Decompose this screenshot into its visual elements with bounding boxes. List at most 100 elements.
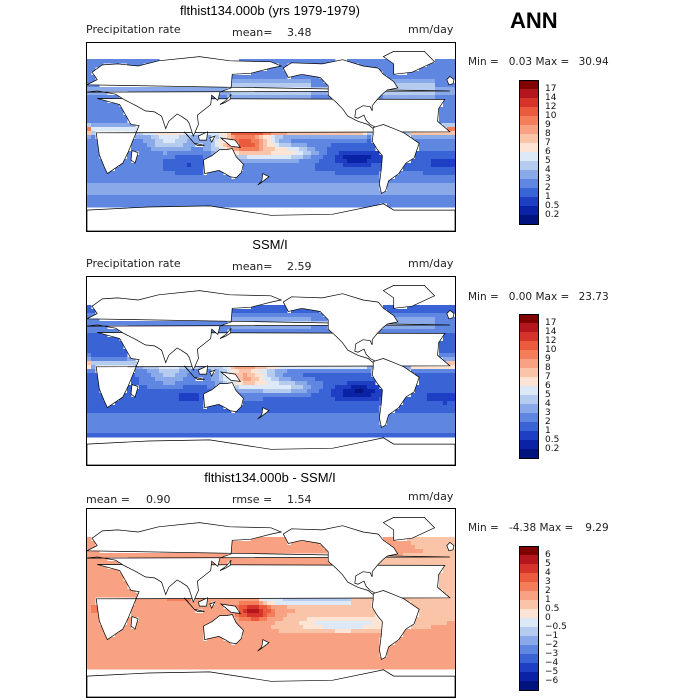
field-cell xyxy=(87,385,92,390)
field-cell xyxy=(99,629,104,634)
field-cell xyxy=(287,171,292,176)
field-cell xyxy=(423,553,428,558)
field-cell xyxy=(175,179,180,184)
field-cell xyxy=(303,191,308,196)
field-cell xyxy=(151,613,156,618)
field-cell xyxy=(279,195,284,200)
field-cell xyxy=(131,397,136,402)
field-cell xyxy=(335,159,340,164)
field-cell xyxy=(263,625,268,630)
field-cell xyxy=(443,317,448,322)
field-cell xyxy=(223,95,228,100)
field-cell xyxy=(111,195,116,200)
field-cell xyxy=(283,613,288,618)
field-cell xyxy=(423,163,428,168)
field-cell xyxy=(347,409,352,414)
field-cell xyxy=(359,139,364,144)
field-cell xyxy=(247,365,252,370)
field-cell xyxy=(255,195,260,200)
field-cell xyxy=(439,573,444,578)
field-cell xyxy=(143,147,148,152)
field-cell xyxy=(87,365,92,370)
precip-field xyxy=(87,305,455,438)
field-cell xyxy=(403,433,408,438)
field-cell xyxy=(343,409,348,414)
field-cell xyxy=(103,123,108,128)
field-cell xyxy=(443,425,448,430)
field-cell xyxy=(151,389,156,394)
field-cell xyxy=(387,59,392,64)
field-cell xyxy=(123,183,128,188)
field-cell xyxy=(451,573,455,578)
field-cell xyxy=(167,139,172,144)
field-cell xyxy=(331,425,336,430)
field-cell xyxy=(203,87,208,92)
field-cell xyxy=(263,151,268,156)
field-cell xyxy=(183,377,188,382)
field-cell xyxy=(331,195,336,200)
field-cell xyxy=(115,103,120,108)
field-cell xyxy=(279,71,284,76)
colorbar-swatch xyxy=(519,431,539,441)
field-cell xyxy=(171,191,176,196)
field-cell xyxy=(127,417,132,422)
field-cell xyxy=(91,353,96,358)
field-cell xyxy=(307,143,312,148)
field-cell xyxy=(319,167,324,172)
field-cell xyxy=(343,135,348,140)
field-cell xyxy=(411,163,416,168)
field-cell xyxy=(255,135,260,140)
field-cell xyxy=(427,79,432,84)
field-cell xyxy=(451,393,455,398)
field-cell xyxy=(183,381,188,386)
field-cell xyxy=(443,609,448,614)
field-cell xyxy=(299,329,304,334)
field-cell xyxy=(87,183,92,188)
field-cell xyxy=(187,609,192,614)
field-cell xyxy=(339,609,344,614)
field-cell xyxy=(435,183,440,188)
field-cell xyxy=(303,385,308,390)
field-cell xyxy=(203,373,208,378)
field-cell xyxy=(311,601,316,606)
field-cell xyxy=(219,321,224,326)
field-cell xyxy=(315,405,320,410)
field-cell xyxy=(447,385,452,390)
field-cell xyxy=(343,171,348,176)
field-cell xyxy=(371,179,376,184)
field-cell xyxy=(87,103,92,108)
field-cell xyxy=(407,175,412,180)
field-cell xyxy=(251,151,256,156)
field-cell xyxy=(235,389,240,394)
field-cell xyxy=(163,187,168,192)
field-cell xyxy=(395,429,400,434)
field-cell xyxy=(115,585,120,590)
field-cell xyxy=(263,537,268,542)
field-cell xyxy=(415,425,420,430)
field-cell xyxy=(259,159,264,164)
field-cell xyxy=(451,71,455,76)
field-cell xyxy=(191,179,196,184)
field-cell xyxy=(271,433,276,438)
field-cell xyxy=(131,421,136,426)
field-cell xyxy=(211,203,216,208)
field-cell xyxy=(231,91,236,96)
field-cell xyxy=(207,409,212,414)
field-cell xyxy=(435,617,440,622)
field-cell xyxy=(295,385,300,390)
field-cell xyxy=(403,191,408,196)
field-cell xyxy=(195,389,200,394)
field-cell xyxy=(323,601,328,606)
field-cell xyxy=(355,413,360,418)
field-cell xyxy=(283,405,288,410)
field-cell xyxy=(419,71,424,76)
field-cell xyxy=(255,625,260,630)
field-cell xyxy=(451,325,455,330)
field-cell xyxy=(431,155,436,160)
field-cell xyxy=(135,613,140,618)
field-cell xyxy=(251,369,256,374)
field-cell xyxy=(323,91,328,96)
field-cell xyxy=(175,389,180,394)
field-cell xyxy=(339,381,344,386)
field-cell xyxy=(283,151,288,156)
